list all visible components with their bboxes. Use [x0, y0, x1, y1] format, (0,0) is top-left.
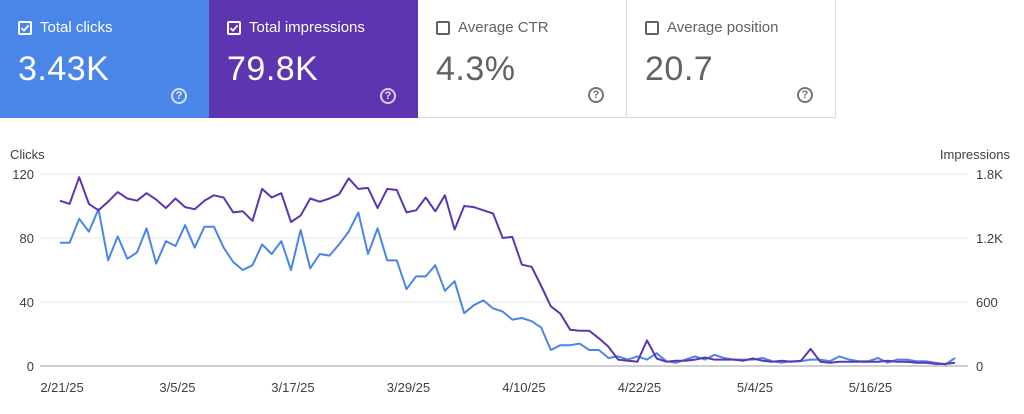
checkbox-checked-icon[interactable] — [227, 20, 241, 35]
card-label: Total impressions — [249, 19, 365, 36]
total-impressions-card[interactable]: Total impressions 79.8K ? — [209, 0, 418, 118]
card-label: Total clicks — [40, 19, 113, 36]
left-axis-title: Clicks — [10, 147, 45, 162]
card-value: 79.8K — [227, 50, 319, 88]
card-value: 4.3% — [436, 50, 516, 88]
checkbox-unchecked-icon[interactable] — [436, 20, 450, 35]
total-clicks-card[interactable]: Total clicks 3.43K ? — [0, 0, 209, 118]
help-icon[interactable]: ? — [588, 87, 604, 103]
card-header: Total clicks — [18, 19, 113, 36]
y-left-tick-label: 120 — [12, 167, 34, 182]
x-tick-label: 4/10/25 — [502, 380, 545, 395]
y-left-tick-label: 0 — [27, 359, 34, 374]
impressions-series-line — [59, 176, 956, 365]
card-header: Average position — [645, 19, 778, 36]
x-tick-label: 4/22/25 — [618, 380, 661, 395]
y-right-tick-label: 1.2K — [976, 231, 1003, 246]
card-value: 3.43K — [18, 50, 110, 88]
help-icon[interactable]: ? — [380, 88, 396, 104]
right-axis-title: Impressions — [939, 147, 1010, 162]
x-tick-label: 3/17/25 — [271, 380, 314, 395]
x-tick-label: 5/16/25 — [849, 380, 892, 395]
checkbox-unchecked-icon[interactable] — [645, 20, 659, 35]
average-ctr-card[interactable]: Average CTR 4.3% ? — [418, 0, 627, 118]
x-tick-label: 5/4/25 — [737, 380, 773, 395]
metric-cards: Total clicks 3.43K ? Total impressions 7… — [0, 0, 836, 118]
card-header: Average CTR — [436, 19, 549, 36]
card-label: Average position — [667, 19, 779, 36]
x-tick-label: 3/29/25 — [387, 380, 430, 395]
help-icon[interactable]: ? — [171, 88, 187, 104]
y-left-tick-label: 40 — [20, 295, 34, 310]
card-header: Total impressions — [227, 19, 365, 36]
checkbox-checked-icon[interactable] — [18, 20, 32, 35]
card-value: 20.7 — [645, 50, 714, 88]
y-right-tick-label: 0 — [976, 359, 983, 374]
clicks-series-line — [60, 208, 956, 366]
y-right-tick-label: 1.8K — [976, 167, 1003, 182]
average-position-card[interactable]: Average position 20.7 ? — [627, 0, 836, 118]
y-right-tick-label: 600 — [976, 295, 998, 310]
card-label: Average CTR — [458, 19, 549, 36]
x-tick-label: 3/5/25 — [159, 380, 195, 395]
y-left-tick-label: 80 — [20, 231, 34, 246]
x-tick-label: 2/21/25 — [40, 380, 83, 395]
help-icon[interactable]: ? — [797, 87, 813, 103]
